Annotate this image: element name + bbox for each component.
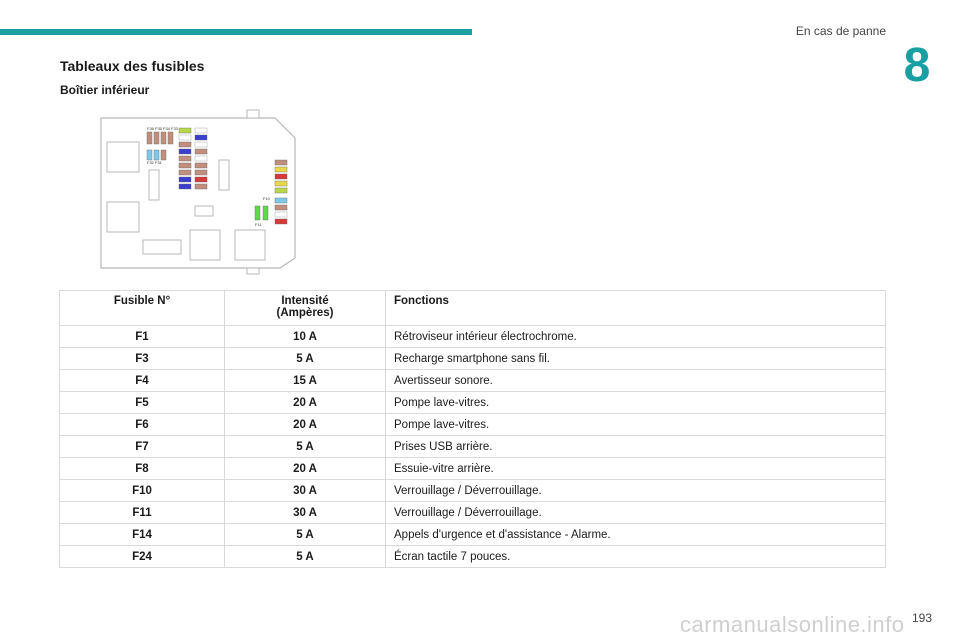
fuse-function: Pompe lave-vitres. [385, 413, 886, 436]
fuse-number: F24 [59, 545, 225, 568]
fuse-function: Avertisseur sonore. [385, 369, 886, 392]
fuse-number: F7 [59, 435, 225, 458]
fuse-table: Fusible N° Intensité (Ampères) Fonctions… [59, 290, 886, 568]
fuse-amps: 5 A [224, 523, 386, 546]
fuse-amps: 30 A [224, 501, 386, 524]
watermark: carmanualsonline.info [680, 612, 905, 637]
column-header-current-line1: Intensité [281, 295, 329, 307]
table-row: F14 5 A Appels d'urgence et d'assistance… [59, 523, 886, 546]
fuse-box-diagram: F36 F35 F34 F33 F32 F31 F10 F11 [100, 109, 296, 275]
section-title: En cas de panne [795, 24, 886, 38]
fuse-function: Écran tactile 7 pouces. [385, 545, 886, 568]
fuse-function: Pompe lave-vitres. [385, 391, 886, 414]
fuse-function: Verrouillage / Déverrouillage. [385, 479, 886, 502]
column-header-fuse: Fusible N° [59, 290, 225, 326]
fuse-function: Appels d'urgence et d'assistance - Alarm… [385, 523, 886, 546]
chapter-number: 8 [888, 34, 946, 96]
page-subtitle: Boîtier inférieur [60, 83, 150, 97]
fuse-function: Recharge smartphone sans fil. [385, 347, 886, 370]
fuse-number: F14 [59, 523, 225, 546]
table-row: F8 20 A Essuie-vitre arrière. [59, 457, 886, 480]
fuse-number: F11 [59, 501, 225, 524]
fuse-function: Verrouillage / Déverrouillage. [385, 501, 886, 524]
fuse-function: Prises USB arrière. [385, 435, 886, 458]
table-row: F10 30 A Verrouillage / Déverrouillage. [59, 479, 886, 502]
table-row: F7 5 A Prises USB arrière. [59, 435, 886, 458]
fuse-amps: 20 A [224, 391, 386, 414]
fuse-amps: 30 A [224, 479, 386, 502]
header-accent-bar [0, 29, 472, 35]
page-title: Tableaux des fusibles [60, 58, 205, 74]
table-row: F5 20 A Pompe lave-vitres. [59, 391, 886, 414]
fuse-function: Rétroviseur intérieur électrochrome. [385, 325, 886, 348]
fuse-number: F1 [59, 325, 225, 348]
diagram-label-right-top: F10 [263, 196, 271, 201]
fuse-amps: 5 A [224, 347, 386, 370]
fuse-number: F6 [59, 413, 225, 436]
fuse-number: F4 [59, 369, 225, 392]
table-row: F3 5 A Recharge smartphone sans fil. [59, 347, 886, 370]
fuse-amps: 15 A [224, 369, 386, 392]
diagram-label-right-bottom: F11 [255, 222, 262, 227]
fuse-number: F5 [59, 391, 225, 414]
table-row: F4 15 A Avertisseur sonore. [59, 369, 886, 392]
fuse-amps: 10 A [224, 325, 386, 348]
column-header-functions: Fonctions [385, 290, 886, 326]
table-header-row: Fusible N° Intensité (Ampères) Fonctions [59, 290, 886, 326]
fuse-number: F8 [59, 457, 225, 480]
fuse-amps: 20 A [224, 413, 386, 436]
fuse-function: Essuie-vitre arrière. [385, 457, 886, 480]
table-row: F6 20 A Pompe lave-vitres. [59, 413, 886, 436]
fuse-number: F10 [59, 479, 225, 502]
table-row: F11 30 A Verrouillage / Déverrouillage. [59, 501, 886, 524]
column-header-current-line2: (Ampères) [276, 307, 334, 319]
fuse-number: F3 [59, 347, 225, 370]
fuse-amps: 20 A [224, 457, 386, 480]
table-row: F1 10 A Rétroviseur intérieur électrochr… [59, 325, 886, 348]
fuse-amps: 5 A [224, 545, 386, 568]
diagram-label-top: F36 F35 F34 F33 [147, 126, 179, 131]
diagram-label-left: F32 F31 [147, 160, 163, 165]
page-number: 193 [912, 611, 933, 625]
fuse-amps: 5 A [224, 435, 386, 458]
column-header-current: Intensité (Ampères) [224, 290, 386, 326]
table-row: F24 5 A Écran tactile 7 pouces. [59, 545, 886, 568]
